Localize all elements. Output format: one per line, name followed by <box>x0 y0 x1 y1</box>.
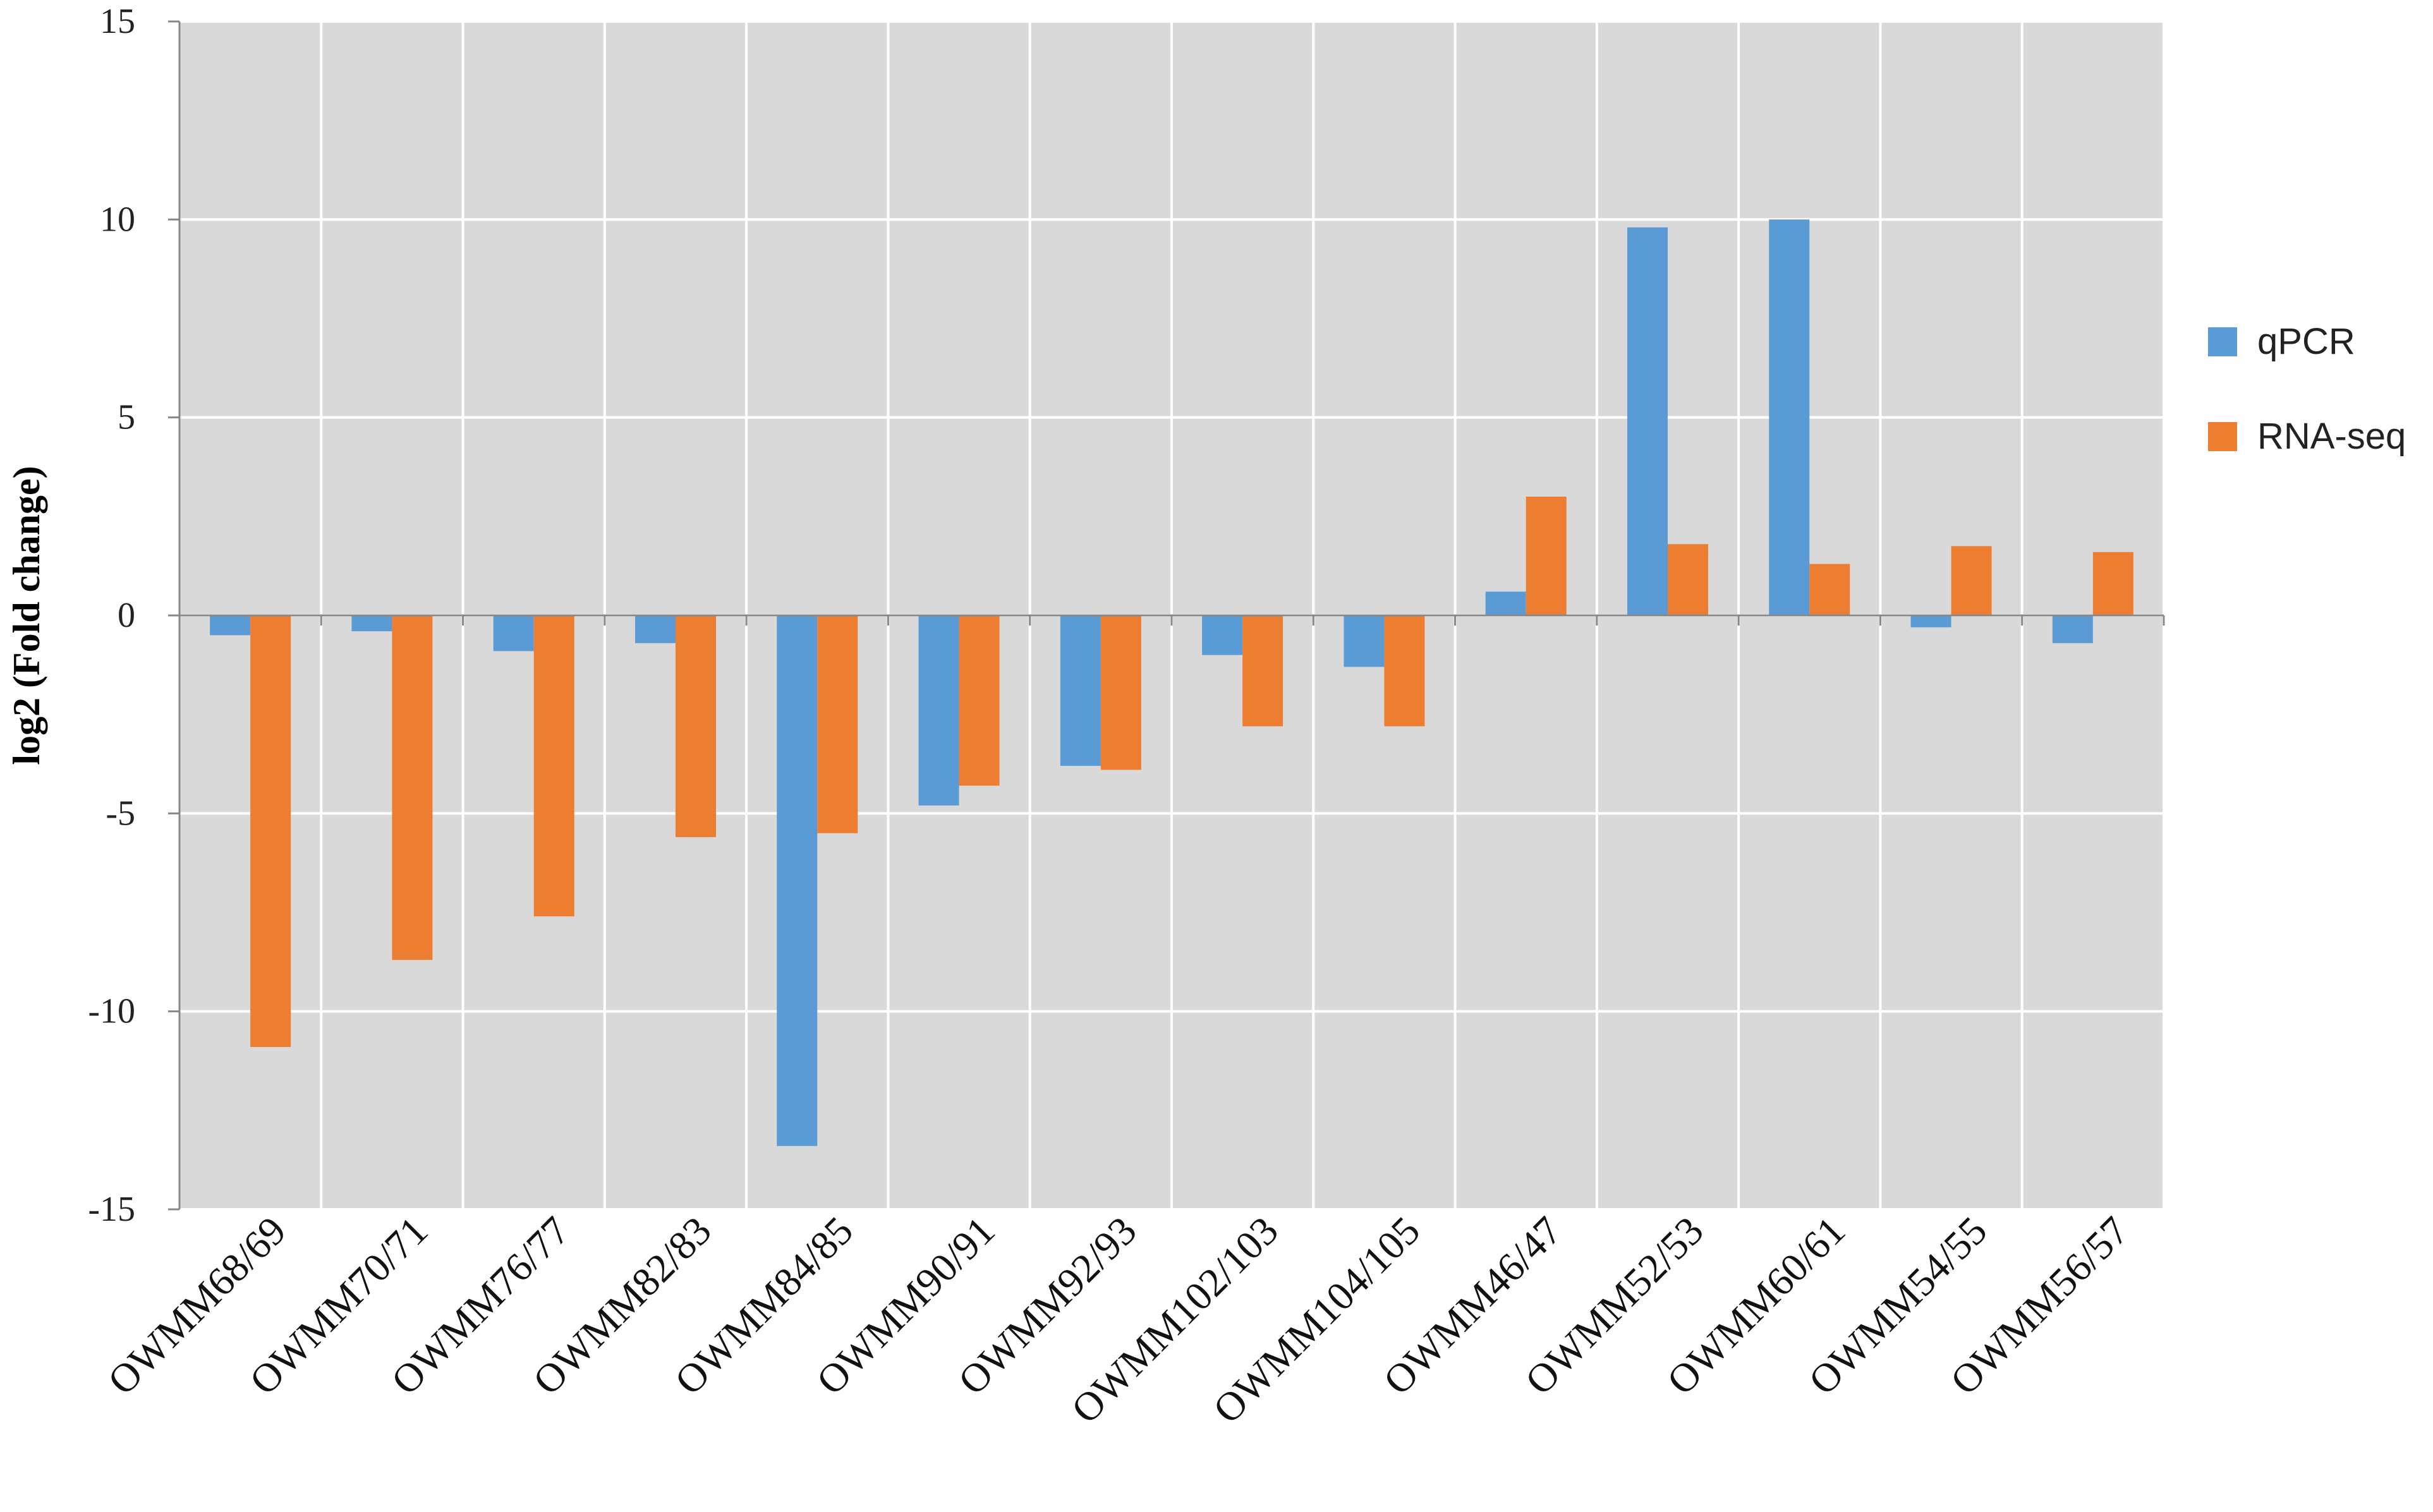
y-tick-label: 15 <box>100 2 135 41</box>
bar-rna-seq <box>392 615 433 960</box>
bar-rna-seq <box>1951 546 1992 615</box>
x-tick-labels: OWMM68/69OWMM70/71OWMM76/77OWMM82/83OWMM… <box>99 1208 2137 1432</box>
bar-qpcr <box>210 615 251 636</box>
bar-rna-seq <box>1809 564 1850 615</box>
legend-label: RNA-seq <box>2257 416 2406 457</box>
bar-rna-seq <box>1100 615 1141 770</box>
legend-swatch <box>2208 327 2237 356</box>
axes <box>168 20 2165 1211</box>
bar-rna-seq <box>676 615 716 837</box>
bar-rna-seq <box>1668 544 1708 615</box>
y-tick-label: -15 <box>88 1190 135 1229</box>
bar-rna-seq <box>1242 615 1283 727</box>
bar-rna-seq <box>250 615 291 1048</box>
bar-rna-seq <box>959 615 1000 786</box>
legend: qPCR RNA-seq <box>2208 321 2406 457</box>
bar-qpcr <box>777 615 818 1146</box>
bar-qpcr <box>1485 591 1526 615</box>
bar-rna-seq <box>1384 615 1425 727</box>
bar-qpcr <box>1344 615 1385 667</box>
bar-qpcr <box>1910 615 1951 627</box>
bar-rna-seq <box>2092 552 2133 615</box>
bar-qpcr <box>351 615 392 632</box>
y-tick-label: -10 <box>88 992 135 1031</box>
bar-qpcr <box>635 615 676 643</box>
bar-rna-seq <box>533 615 574 917</box>
bar-qpcr <box>1060 615 1101 766</box>
y-tick-label: 5 <box>118 398 135 437</box>
bar-qpcr <box>1627 227 1668 615</box>
bar-qpcr <box>2052 615 2093 643</box>
y-tick-label: 0 <box>118 596 135 635</box>
bar-qpcr <box>1202 615 1243 655</box>
bar-qpcr <box>493 615 534 651</box>
bar-qpcr <box>918 615 959 806</box>
bar-rna-seq <box>1526 497 1567 615</box>
y-axis-label: log2 (Fold change) <box>6 466 47 765</box>
bars <box>210 219 2133 1146</box>
bar-qpcr <box>1769 219 1810 615</box>
y-tick-label: -5 <box>106 794 135 833</box>
bar-rna-seq <box>817 615 858 833</box>
y-tick-label: 10 <box>100 200 135 239</box>
y-tick-labels: 15 10 5 0 -5 -10 -15 <box>88 2 135 1229</box>
legend-label: qPCR <box>2257 321 2355 362</box>
legend-swatch <box>2208 422 2237 451</box>
